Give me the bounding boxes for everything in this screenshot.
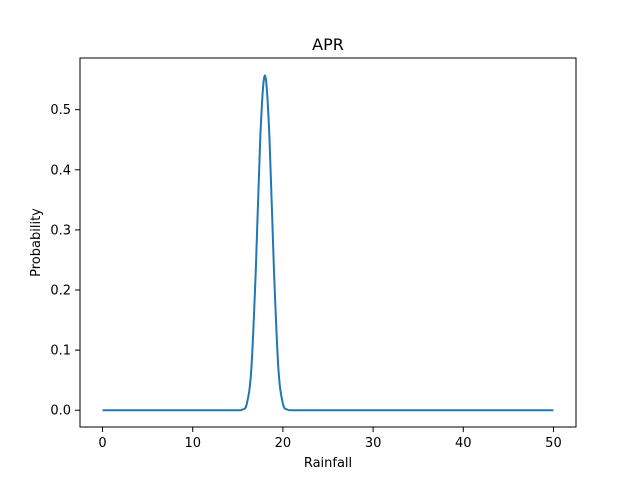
x-axis-ticks: 0 10 20 30 40 50 <box>98 427 562 451</box>
y-tick-label: 0.1 <box>50 344 71 359</box>
chart-title: APR <box>312 35 344 54</box>
x-tick-label: 30 <box>365 436 382 451</box>
x-tick-label: 50 <box>545 436 562 451</box>
x-tick-label: 10 <box>184 436 201 451</box>
axes-frame <box>79 57 577 428</box>
y-tick-label: 0.2 <box>50 284 71 299</box>
y-axis-ticks: 0.0 0.1 0.2 0.3 0.4 0.5 <box>50 103 80 419</box>
y-tick-label: 0.0 <box>50 404 71 419</box>
plot-area <box>102 74 554 412</box>
series-line-0 <box>102 74 554 412</box>
x-tick-label: 40 <box>455 436 472 451</box>
y-tick-label: 0.4 <box>50 163 71 178</box>
y-axis-title: Probability <box>29 208 44 277</box>
y-tick-label: 0.5 <box>50 103 71 118</box>
x-tick-label: 20 <box>275 436 292 451</box>
y-tick-label: 0.3 <box>50 223 71 238</box>
x-axis-title: Rainfall <box>304 456 352 471</box>
x-tick-label: 0 <box>98 436 106 451</box>
